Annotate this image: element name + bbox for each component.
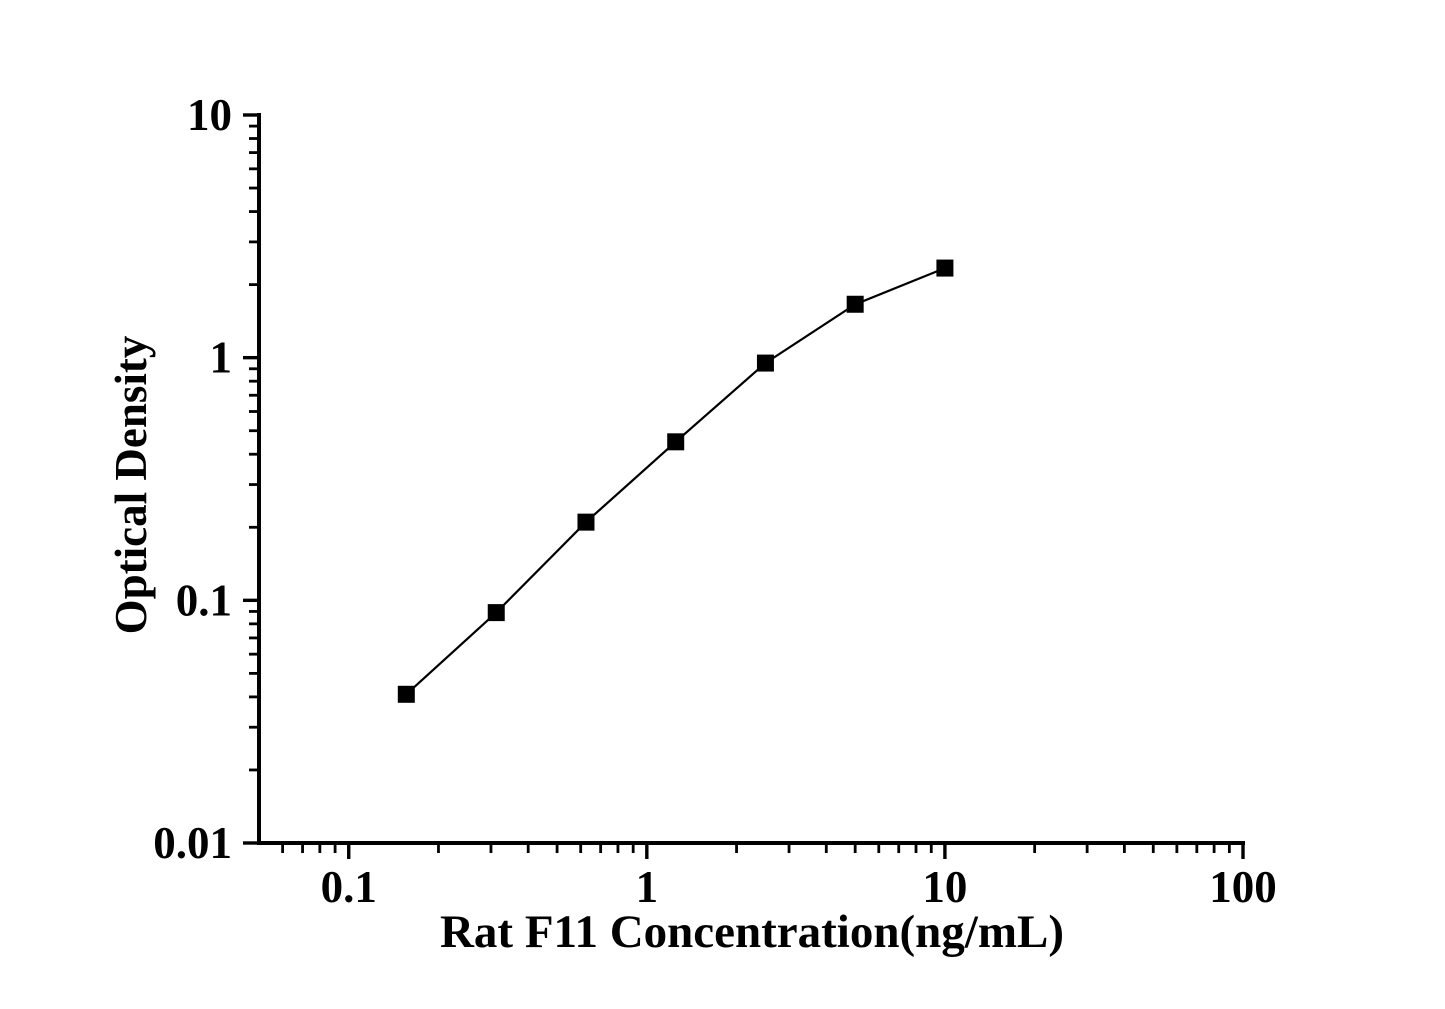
x-tick-label: 10 <box>922 862 967 912</box>
x-axis-title: Rat F11 Concentration(ng/mL) <box>440 906 1064 958</box>
data-point-marker <box>936 259 954 277</box>
y-axis-title: Optical Density <box>106 335 156 634</box>
data-point-marker <box>577 513 595 531</box>
x-tick-label: 0.1 <box>321 862 377 912</box>
data-point-marker <box>846 295 864 313</box>
y-tick-label: 1 <box>210 333 233 383</box>
standard-curve-line <box>405 267 946 696</box>
y-tick-label: 10 <box>187 90 232 140</box>
data-point-marker <box>667 433 685 451</box>
x-tick-label: 100 <box>1209 862 1277 912</box>
data-point-marker <box>397 685 415 703</box>
data-point-marker <box>756 354 774 372</box>
x-tick-label: 1 <box>636 862 659 912</box>
y-tick-label: 0.1 <box>176 575 232 625</box>
data-point-marker <box>487 604 505 622</box>
y-tick-label: 0.01 <box>153 818 232 868</box>
